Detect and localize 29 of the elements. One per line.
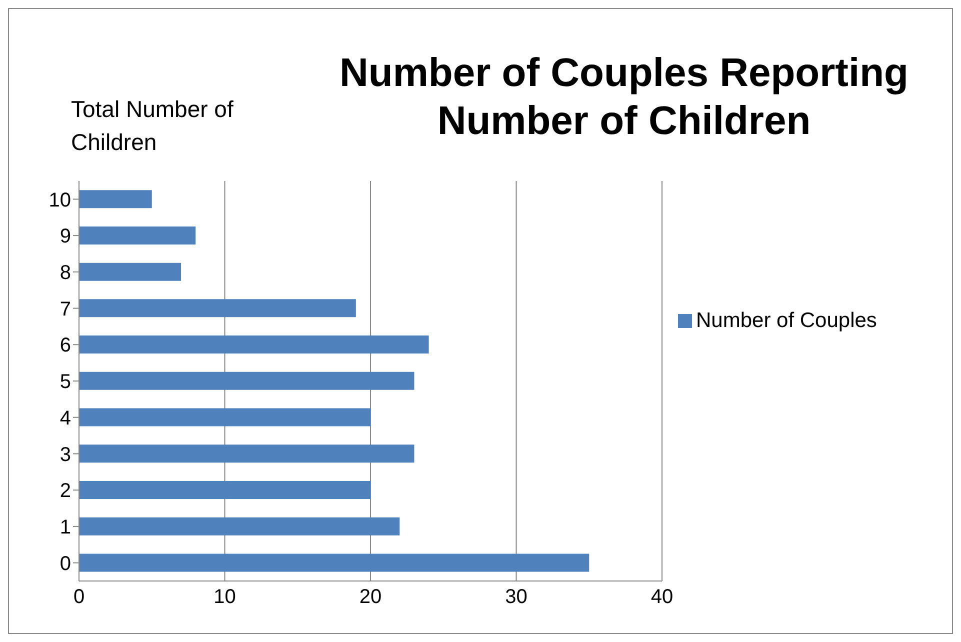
bar: [79, 336, 429, 354]
bar: [79, 517, 400, 536]
y-tick-label: 4: [60, 407, 71, 430]
legend-label: Number of Couples: [696, 309, 877, 332]
y-tick-label: 10: [48, 189, 71, 212]
bar: [79, 190, 152, 208]
y-tick-label: 2: [60, 480, 71, 502]
y-tick-label: 3: [60, 444, 71, 466]
x-tick-label: 10: [214, 586, 236, 608]
y-tick-label: 6: [60, 334, 71, 357]
y-tick-label: 0: [60, 552, 71, 575]
x-tick-label: 40: [650, 586, 674, 608]
bar: [79, 226, 196, 244]
x-tick-label: 30: [505, 586, 528, 608]
y-tick-label: 9: [60, 226, 71, 248]
chart-title: Number of Couples Reporting Number of Children: [338, 50, 910, 145]
bar: [79, 444, 414, 463]
y-tick-label: 5: [60, 371, 71, 394]
bar: [79, 372, 414, 390]
bar: [79, 262, 182, 281]
x-tick-label: 20: [359, 586, 382, 608]
y-axis-title: Total Number of Children: [71, 95, 234, 157]
bar: [79, 554, 590, 572]
y-tick-label: 8: [60, 262, 71, 284]
y-tick-label: 7: [60, 298, 71, 320]
bar: [79, 299, 356, 318]
y-tick-label: 1: [60, 516, 71, 539]
bar: [79, 408, 370, 426]
bar: [79, 481, 370, 499]
